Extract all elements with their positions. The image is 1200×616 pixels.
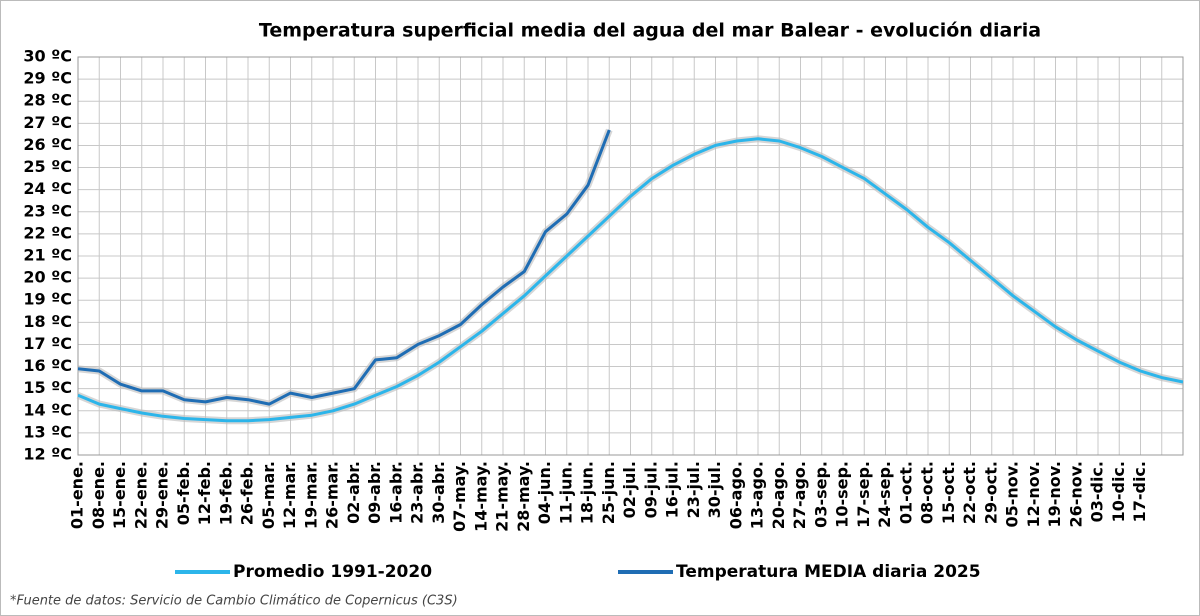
y-tick-label: 24 ºC (23, 179, 72, 198)
legend-label: Promedio 1991-2020 (233, 562, 432, 582)
x-tick-label: 02-jul. (620, 461, 639, 518)
y-tick-label: 20 ºC (23, 268, 72, 287)
legend-label: Temperatura MEDIA diaria 2025 (676, 562, 981, 582)
plot-frame (77, 56, 1184, 456)
x-tick-label: 05-nov. (1003, 461, 1022, 528)
x-tick-label: 05-mar. (259, 461, 278, 529)
x-tick-label: 15-oct. (939, 461, 958, 524)
series-line (77, 137, 1184, 423)
y-tick-label: 25 ºC (23, 157, 72, 176)
x-tick-label: 04-jun. (535, 461, 554, 524)
x-tick-label: 11-jun. (556, 461, 575, 524)
x-tick-label: 07-may. (450, 461, 469, 532)
x-tick-label: 21-may. (493, 461, 512, 532)
chart-title: Temperatura superficial media del agua d… (259, 20, 1041, 42)
x-tick-label: 15-ene. (110, 461, 129, 529)
x-tick-label: 24-sep. (875, 461, 894, 528)
x-tick-label: 23-jul. (684, 461, 703, 518)
x-tick-label: 30-jul. (705, 461, 724, 518)
y-tick-label: 29 ºC (23, 69, 72, 88)
series-line (77, 129, 611, 406)
x-tick-label: 29-oct. (981, 461, 1000, 524)
x-tick-label: 26-mar. (323, 461, 342, 529)
x-tick-label: 12-nov. (1024, 461, 1043, 528)
x-tick-label: 08-oct. (918, 461, 937, 524)
y-tick-label: 28 ºC (23, 91, 72, 110)
y-tick-label: 22 ºC (23, 223, 72, 242)
y-tick-label: 17 ºC (23, 334, 72, 353)
y-tick-label: 18 ºC (23, 312, 72, 331)
y-tick-label: 16 ºC (23, 356, 72, 375)
x-tick-label: 19-mar. (301, 461, 320, 529)
y-tick-label: 19 ºC (23, 290, 72, 309)
x-tick-label: 25-jun. (599, 461, 618, 524)
y-tick-label: 21 ºC (23, 246, 72, 265)
source-note: *Fuente de datos: Servicio de Cambio Cli… (10, 594, 458, 609)
x-tick-label: 18-jun. (578, 461, 597, 524)
x-tick-label: 03-dic. (1088, 461, 1107, 522)
x-tick-label: 17-sep. (854, 461, 873, 528)
y-tick-label: 26 ºC (23, 135, 72, 154)
y-tick-label: 13 ºC (23, 422, 72, 441)
x-tick-label: 23-abr. (408, 461, 427, 524)
x-tick-label: 08-ene. (89, 461, 108, 529)
y-tick-label: 12 ºC (23, 445, 72, 464)
x-tick-label: 22-oct. (960, 461, 979, 524)
x-tick-label: 14-may. (471, 461, 490, 532)
x-tick-label: 12-feb. (195, 461, 214, 525)
x-tick-label: 13-ago. (748, 461, 767, 529)
y-tick-label: 23 ºC (23, 201, 72, 220)
y-tick-label: 30 ºC (23, 47, 72, 66)
x-tick-label: 16-jul. (663, 461, 682, 518)
x-tick-label: 09-jul. (641, 461, 660, 518)
x-tick-label: 01-ene. (68, 461, 87, 529)
y-tick-label: 14 ºC (23, 400, 72, 419)
x-tick-label: 19-feb. (216, 461, 235, 525)
x-tick-label: 16-abr. (386, 461, 405, 524)
x-tick-label: 09-abr. (365, 461, 384, 524)
x-tick-label: 22-ene. (131, 461, 150, 529)
x-tick-label: 10-sep. (833, 461, 852, 528)
x-tick-label: 26-nov. (1066, 461, 1085, 528)
x-tick-label: 29-ene. (153, 461, 172, 529)
x-tick-label: 02-abr. (344, 461, 363, 524)
x-tick-label: 01-oct. (896, 461, 915, 524)
x-tick-label: 03-sep. (811, 461, 830, 528)
x-tick-label: 30-abr. (429, 461, 448, 524)
x-tick-label: 27-ago. (790, 461, 809, 529)
x-tick-label: 17-dic. (1130, 461, 1149, 522)
y-tick-label: 27 ºC (23, 113, 72, 132)
x-tick-label: 12-mar. (280, 461, 299, 529)
x-tick-label: 20-ago. (769, 461, 788, 529)
x-tick-label: 10-dic. (1109, 461, 1128, 522)
x-tick-label: 05-feb. (174, 461, 193, 525)
x-tick-label: 06-ago. (726, 461, 745, 529)
x-tick-label: 28-may. (514, 461, 533, 532)
y-tick-label: 15 ºC (23, 378, 72, 397)
x-tick-label: 26-feb. (238, 461, 257, 525)
x-tick-label: 19-nov. (1045, 461, 1064, 528)
